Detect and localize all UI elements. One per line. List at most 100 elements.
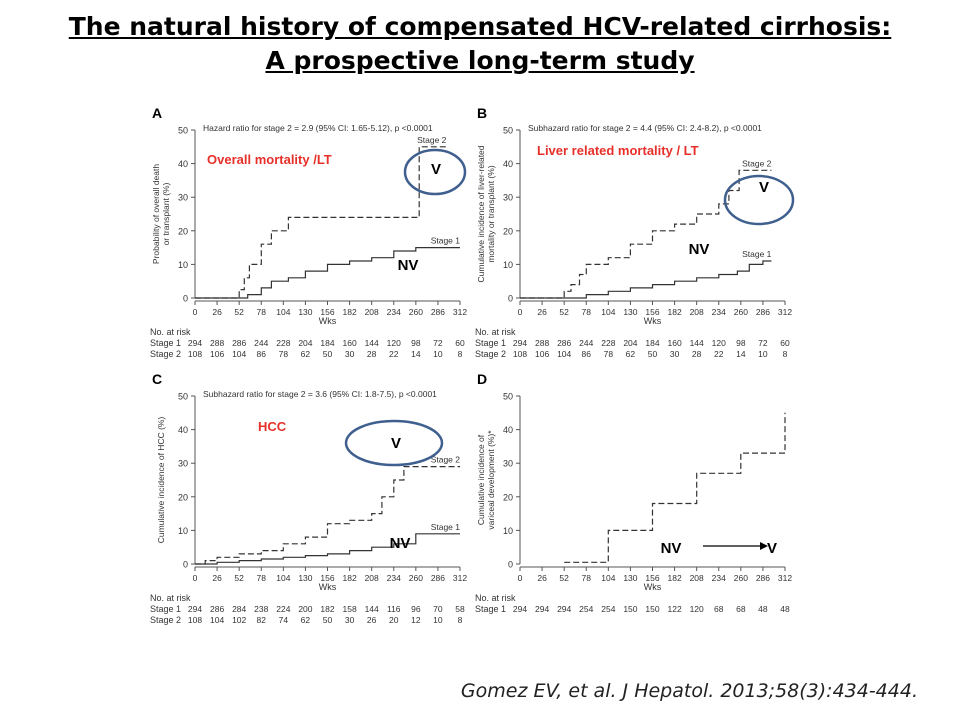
risk-cell: 22 bbox=[714, 349, 724, 359]
x-tick-label: 26 bbox=[212, 307, 222, 317]
risk-cell: 58 bbox=[455, 604, 465, 614]
risk-cell: 158 bbox=[342, 604, 356, 614]
risk-cell: 228 bbox=[276, 338, 290, 348]
x-tick-label: 260 bbox=[734, 307, 748, 317]
x-tick-label: 52 bbox=[234, 573, 244, 583]
x-tick-label: 52 bbox=[234, 307, 244, 317]
risk-cell: 14 bbox=[411, 349, 421, 359]
risk-cell: 102 bbox=[232, 615, 246, 625]
risk-cell: 224 bbox=[276, 604, 290, 614]
series-line-stage-2 bbox=[195, 146, 447, 299]
x-tick-label: 182 bbox=[667, 307, 681, 317]
x-tick-label: 234 bbox=[387, 307, 401, 317]
risk-cell: 98 bbox=[736, 338, 746, 348]
chart-svg-d: D 0 10 20 30 40 50 0 26 52 78 104 130 156 182 208 234 260… bbox=[475, 371, 792, 614]
x-tick-label: 104 bbox=[601, 573, 615, 583]
series-line-stage-2 bbox=[520, 169, 772, 299]
x-tick-label: 260 bbox=[409, 307, 423, 317]
y-tick-label: 50 bbox=[178, 392, 188, 402]
risk-cell: 150 bbox=[623, 604, 637, 614]
risk-cell: 120 bbox=[690, 604, 704, 614]
y-tick-label: 40 bbox=[503, 159, 513, 169]
x-tick-label: 156 bbox=[320, 307, 334, 317]
risk-cell: 108 bbox=[188, 349, 202, 359]
series-label: Stage 1 bbox=[742, 249, 772, 259]
y-tick-label: 50 bbox=[503, 392, 513, 402]
x-tick-label: 78 bbox=[257, 307, 267, 317]
y-tick-label: 20 bbox=[503, 226, 513, 236]
y-tick-label: 20 bbox=[178, 226, 188, 236]
y-tick-label: 10 bbox=[178, 260, 188, 270]
y-tick-label: 0 bbox=[508, 560, 513, 570]
annotation-varices: V bbox=[767, 540, 777, 557]
risk-cell: 74 bbox=[279, 615, 289, 625]
risk-cell: 244 bbox=[579, 338, 593, 348]
risk-cell: 30 bbox=[345, 615, 355, 625]
risk-cell: 204 bbox=[298, 338, 312, 348]
y-tick-label: 10 bbox=[503, 526, 513, 536]
chart-title: Subhazard ratio for stage 2 = 4.4 (95% C… bbox=[528, 123, 762, 133]
risk-cell: 184 bbox=[645, 338, 659, 348]
x-tick-label: 312 bbox=[778, 573, 792, 583]
x-tick-label: 26 bbox=[537, 573, 547, 583]
risk-cell: 30 bbox=[345, 349, 355, 359]
y-tick-label: 40 bbox=[178, 159, 188, 169]
risk-table-header: No. at risk bbox=[150, 327, 191, 337]
y-axis-label: variceal development (%)* bbox=[486, 430, 496, 530]
risk-cell: 28 bbox=[692, 349, 702, 359]
x-tick-label: 286 bbox=[756, 307, 770, 317]
x-tick-label: 0 bbox=[193, 573, 198, 583]
risk-cell: 68 bbox=[736, 604, 746, 614]
annotation-no-varices: NV bbox=[689, 241, 710, 258]
risk-cell: 116 bbox=[387, 604, 401, 614]
slide-title-line1: The natural history of compensated HCV-r… bbox=[68, 12, 892, 41]
x-tick-label: 208 bbox=[365, 307, 379, 317]
chart-svg-b: B 0 10 20 30 40 50 0 26 52 78 104 130 156 182 208 234 260… bbox=[475, 105, 795, 359]
chart-title: Hazard ratio for stage 2 = 2.9 (95% CI: … bbox=[203, 123, 433, 133]
risk-cell: 78 bbox=[279, 349, 289, 359]
risk-cell: 120 bbox=[712, 338, 726, 348]
risk-cell: 108 bbox=[188, 615, 202, 625]
y-axis-label: Cumulative incidence of HCC (%) bbox=[156, 417, 166, 544]
risk-cell: 182 bbox=[320, 604, 334, 614]
x-tick-label: 260 bbox=[734, 573, 748, 583]
panel-c-hcc: C 0 10 20 30 40 50 0 26 52 78 104 130 156 182 208 234 260… bbox=[150, 368, 475, 628]
risk-cell: 60 bbox=[455, 338, 465, 348]
y-tick-label: 0 bbox=[508, 294, 513, 304]
risk-cell: 72 bbox=[433, 338, 443, 348]
risk-cell: 86 bbox=[257, 349, 267, 359]
risk-cell: 288 bbox=[210, 338, 224, 348]
x-tick-label: 130 bbox=[623, 573, 637, 583]
risk-cell: 96 bbox=[411, 604, 421, 614]
risk-cell: 68 bbox=[714, 604, 724, 614]
risk-cell: 86 bbox=[582, 349, 592, 359]
risk-cell: 70 bbox=[433, 604, 443, 614]
annotation-no-varices: NV bbox=[398, 257, 419, 274]
panel-b-liver-related-mortality: B 0 10 20 30 40 50 0 26 52 78 104 130 156 182 208 234 260… bbox=[475, 102, 800, 362]
x-tick-label: 0 bbox=[518, 573, 523, 583]
risk-cell: 120 bbox=[387, 338, 401, 348]
risk-cell: 104 bbox=[232, 349, 246, 359]
risk-cell: 204 bbox=[623, 338, 637, 348]
series-line-stage-1 bbox=[520, 260, 772, 299]
risk-cell: 228 bbox=[601, 338, 615, 348]
x-tick-label: 0 bbox=[193, 307, 198, 317]
risk-cell: 10 bbox=[758, 349, 768, 359]
y-axis-label: or transplant (%) bbox=[161, 182, 171, 245]
series-label: Stage 2 bbox=[431, 455, 461, 465]
x-tick-label: 208 bbox=[365, 573, 379, 583]
highlight-ellipse bbox=[403, 148, 467, 196]
panel-letter: C bbox=[152, 371, 162, 387]
risk-cell: 78 bbox=[604, 349, 614, 359]
y-axis-label: Cumulative incidence of liver-related bbox=[476, 145, 486, 282]
risk-cell: 284 bbox=[232, 604, 246, 614]
y-tick-label: 30 bbox=[178, 193, 188, 203]
risk-cell: 98 bbox=[411, 338, 421, 348]
x-tick-label: 312 bbox=[453, 573, 467, 583]
risk-cell: 62 bbox=[301, 615, 311, 625]
x-tick-label: 182 bbox=[667, 573, 681, 583]
x-tick-label: 234 bbox=[712, 573, 726, 583]
annotation-varices: V bbox=[759, 179, 769, 196]
panel-d-variceal-development: D 0 10 20 30 40 50 0 26 52 78 104 130 156 182 208 234 260… bbox=[475, 368, 800, 628]
x-tick-label: 0 bbox=[518, 307, 523, 317]
